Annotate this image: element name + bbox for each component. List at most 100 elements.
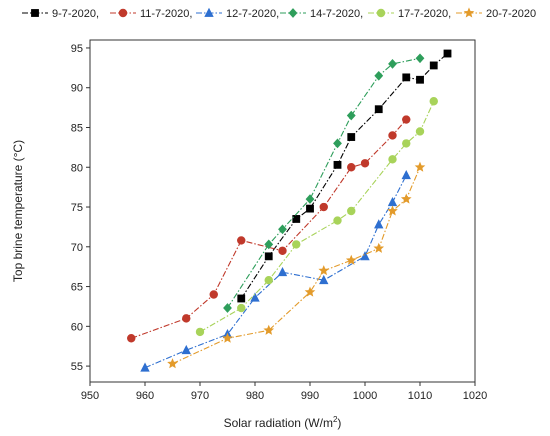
legend-label: 17-7-2020, (398, 8, 451, 20)
data-point (292, 215, 301, 223)
data-point (333, 138, 342, 149)
data-point (250, 292, 260, 302)
y-tick-label: 95 (71, 43, 83, 55)
data-point (345, 254, 357, 265)
data-point (333, 216, 342, 225)
data-point (264, 275, 273, 285)
data-point (237, 294, 246, 303)
x-tick-label: 1010 (408, 390, 432, 402)
legend-label: 9-7-2020, (52, 8, 99, 20)
y-axis-ticks: 55 60 65 70 75 80 85 90 95 (71, 43, 90, 373)
series-1 (237, 49, 452, 303)
series-4 (223, 53, 425, 313)
axes: 950 960 970 980 990 1000 1010 1020 55 60 65 70 75 80… (71, 39, 487, 402)
series-line (144, 174, 407, 369)
y-tick-label: 90 (71, 83, 83, 95)
x-tick-label: 950 (81, 390, 99, 402)
data-point (127, 334, 136, 343)
legend-item: 12-7-2020, (196, 7, 279, 20)
data-point (402, 115, 411, 124)
x-axis-title-end: ) (337, 416, 341, 430)
y-tick-label: 80 (71, 162, 83, 174)
legend-marker (376, 8, 386, 18)
data-point (304, 286, 316, 297)
data-point (347, 133, 356, 141)
x-axis-title-main: Solar radiation (W/m (224, 416, 333, 430)
data-point (223, 303, 232, 313)
data-point (360, 159, 370, 168)
series-2 (127, 115, 411, 343)
x-axis-title: Solar radiation (W/m2) (224, 415, 342, 430)
data-point (278, 246, 287, 255)
legend-marker (118, 8, 128, 18)
series-line (199, 100, 435, 333)
data-point (415, 127, 425, 136)
y-tick-label: 85 (71, 122, 83, 134)
data-point (429, 61, 438, 70)
legend-item: 20-7-2020 (456, 7, 536, 20)
y-tick-label: 55 (71, 361, 83, 373)
series-6 (167, 161, 426, 369)
x-tick-label: 1000 (353, 390, 377, 402)
data-point (319, 202, 328, 212)
data-point (387, 196, 398, 207)
data-point (429, 97, 438, 106)
x-tick-label: 990 (301, 390, 319, 402)
data-point (400, 193, 412, 204)
data-point (373, 242, 385, 253)
data-point (209, 290, 218, 299)
x-tick-label: 970 (191, 390, 209, 402)
data-point (414, 161, 426, 172)
legend-item: 9-7-2020, (22, 8, 99, 20)
legend-item: 17-7-2020, (368, 8, 451, 20)
data-point (346, 110, 356, 121)
series-layer (127, 49, 452, 372)
data-point (401, 169, 411, 180)
data-point (388, 131, 397, 140)
legend-marker (204, 7, 214, 17)
data-point (443, 49, 452, 58)
data-point (237, 236, 246, 245)
legend-label: 11-7-2020, (140, 8, 192, 20)
data-point (318, 265, 330, 276)
y-tick-label: 70 (71, 242, 83, 254)
series-5 (195, 97, 438, 337)
data-point (374, 70, 384, 81)
legend-item: 11-7-2020, (110, 8, 192, 20)
y-tick-label: 75 (71, 202, 83, 214)
series-3 (140, 169, 411, 372)
data-point (402, 139, 411, 148)
data-point (333, 160, 342, 169)
data-point (264, 239, 274, 250)
data-point (416, 75, 424, 84)
data-point (263, 324, 275, 335)
legend-marker (288, 8, 298, 18)
x-tick-label: 960 (136, 390, 154, 402)
data-point (360, 251, 370, 261)
legend-label: 20-7-2020 (486, 8, 536, 20)
data-point (347, 163, 356, 172)
legend-marker (31, 9, 39, 17)
data-point (387, 205, 398, 216)
x-axis-title-sup: 2 (333, 415, 338, 424)
legend: 9-7-2020, 11-7-2020, 12-7-2020, 14-7-2020, 1… (22, 7, 536, 20)
series-line (172, 167, 421, 365)
legend-label: 14-7-2020, (310, 8, 363, 20)
x-tick-label: 980 (246, 390, 264, 402)
x-axis-ticks: 950 960 970 980 990 1000 1010 1020 (81, 382, 487, 402)
data-point (167, 358, 178, 369)
data-point (195, 327, 205, 337)
y-axis-title: Top brine temperature (°C) (11, 140, 25, 282)
data-point (347, 206, 356, 216)
data-point (388, 155, 397, 164)
data-point (415, 53, 425, 64)
data-point (402, 73, 411, 82)
series-line (131, 119, 407, 339)
data-point (292, 240, 301, 249)
legend-item: 14-7-2020, (280, 8, 363, 20)
data-point (319, 274, 329, 285)
data-point (374, 219, 384, 229)
y-tick-label: 65 (71, 282, 83, 294)
data-point (374, 105, 383, 114)
